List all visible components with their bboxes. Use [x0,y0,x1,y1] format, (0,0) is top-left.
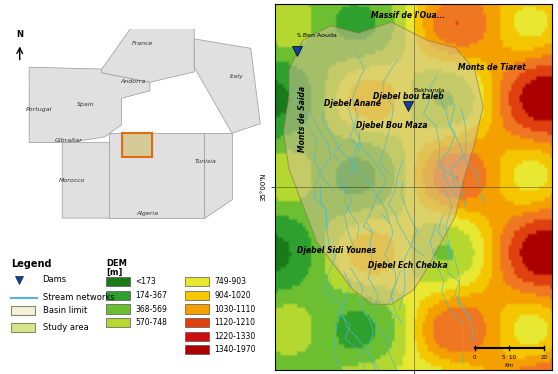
Text: 20: 20 [541,355,547,360]
FancyBboxPatch shape [11,323,35,332]
FancyBboxPatch shape [185,304,209,313]
Text: Stream networks: Stream networks [42,293,114,302]
Polygon shape [29,86,57,133]
Text: Djebel Sidi Younes: Djebel Sidi Younes [297,246,376,255]
Text: Italy: Italy [230,74,243,79]
Text: 5  10: 5 10 [502,355,517,360]
FancyBboxPatch shape [185,345,209,355]
Text: DEM: DEM [106,259,127,268]
FancyBboxPatch shape [106,291,129,300]
Text: Massif de l'Oua...: Massif de l'Oua... [371,11,445,21]
Polygon shape [283,22,483,304]
Text: 1340-1970: 1340-1970 [214,345,256,354]
Text: 749-903: 749-903 [214,277,246,286]
Text: Spain: Spain [77,102,94,107]
Text: France: France [132,41,153,46]
Text: 570-748: 570-748 [135,318,167,327]
Text: Monts de Saida: Monts de Saida [299,86,307,152]
Text: S.Ben Aouda: S.Ben Aouda [297,33,337,38]
Text: Basin limit: Basin limit [42,306,87,315]
Polygon shape [204,133,232,218]
Polygon shape [102,1,194,82]
Text: Algeria: Algeria [136,211,158,216]
FancyBboxPatch shape [11,306,35,315]
Text: Dams: Dams [42,275,66,284]
Polygon shape [29,67,150,142]
FancyBboxPatch shape [106,304,129,313]
Text: 368-569: 368-569 [135,304,167,313]
Text: 0: 0 [473,355,477,360]
Text: Legend: Legend [11,259,51,269]
FancyBboxPatch shape [106,277,129,286]
Text: 1220-1330: 1220-1330 [214,332,256,341]
Text: 1030-1110: 1030-1110 [214,304,256,313]
Text: 1120-1210: 1120-1210 [214,318,255,327]
Polygon shape [62,142,147,218]
Text: Km: Km [505,363,514,368]
Bar [122,133,152,157]
Polygon shape [109,133,204,218]
Text: 174-367: 174-367 [135,291,167,300]
Polygon shape [194,39,260,133]
Text: <173: <173 [135,277,156,286]
Text: Gibraltar: Gibraltar [55,138,83,143]
FancyBboxPatch shape [185,291,209,300]
Text: Andorra: Andorra [121,79,146,84]
Text: [m]: [m] [106,268,122,277]
FancyBboxPatch shape [185,277,209,286]
Text: Bakhanda: Bakhanda [414,88,445,93]
Text: Monts de Tiaret: Monts de Tiaret [458,63,525,72]
Text: Study area: Study area [42,323,88,332]
Text: Djebel Ech Chebka: Djebel Ech Chebka [368,261,448,270]
Text: Portugal: Portugal [26,107,52,112]
FancyBboxPatch shape [185,332,209,341]
Text: Tunisia: Tunisia [195,159,217,164]
Text: Djebel bou taleb: Djebel bou taleb [373,92,444,101]
Text: 904-1020: 904-1020 [214,291,251,300]
Text: Djebel Anane: Djebel Anane [324,99,381,108]
FancyBboxPatch shape [185,318,209,327]
FancyBboxPatch shape [106,318,129,327]
Text: Morocco: Morocco [59,178,85,183]
Text: Djebel Bou Maza: Djebel Bou Maza [356,121,427,131]
Text: N: N [16,30,23,39]
